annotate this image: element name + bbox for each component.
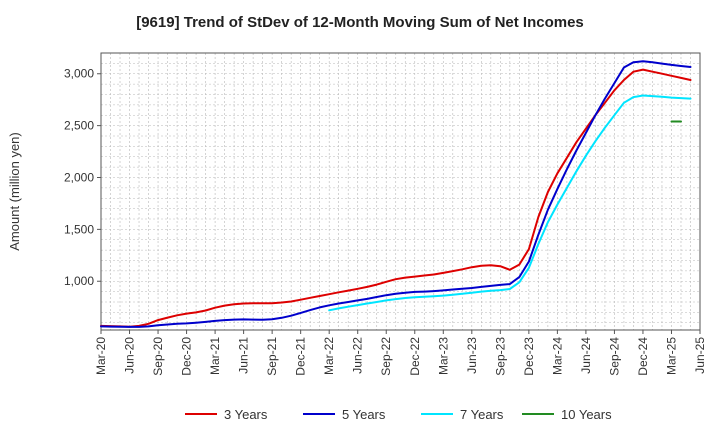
y-tick-label: 1,000 [64, 274, 94, 288]
x-tick-label: Dec-22 [408, 337, 422, 376]
plot-border [100, 52, 701, 331]
legend-label: 7 Years [460, 407, 504, 422]
x-tick-label: Jun-23 [465, 337, 479, 374]
y-tick-label: 3,000 [64, 67, 94, 81]
x-tick-label: Sep-20 [151, 337, 165, 376]
series-line-5-years [100, 60, 692, 328]
x-tick-label: Jun-22 [351, 337, 365, 374]
x-tick-label: Mar-23 [436, 337, 450, 375]
x-tick-label: Mar-20 [94, 337, 108, 375]
x-tick-label: Sep-21 [265, 337, 279, 376]
x-tick-label: Mar-24 [550, 337, 564, 375]
x-tick-label: Jun-24 [579, 337, 593, 374]
x-tick-label: Jun-25 [693, 337, 707, 374]
legend-label: 10 Years [561, 407, 612, 422]
chart-title: [9619] Trend of StDev of 12-Month Moving… [136, 14, 584, 31]
legend-label: 3 Years [224, 407, 268, 422]
x-tick-label: Mar-25 [664, 337, 678, 375]
x-tick-label: Sep-23 [493, 337, 507, 376]
x-tick-label: Jun-21 [237, 337, 251, 374]
y-axis-title: Amount (million yen) [7, 132, 22, 251]
plot-area [101, 53, 700, 330]
x-tick-label: Dec-21 [294, 337, 308, 376]
y-tick-label: 2,500 [64, 119, 94, 133]
x-tick-label: Sep-24 [607, 337, 621, 376]
series-line-7-years [328, 94, 692, 312]
legend-label: 5 Years [342, 407, 386, 422]
x-tick-label: Sep-22 [379, 337, 393, 376]
x-tick-label: Dec-24 [636, 337, 650, 376]
y-tick-label: 2,000 [64, 170, 94, 184]
x-tick-label: Mar-21 [208, 337, 222, 375]
x-tick-label: Dec-23 [522, 337, 536, 376]
x-tick-label: Jun-20 [123, 337, 137, 374]
x-tick-label: Dec-20 [180, 337, 194, 376]
x-tick-label: Mar-22 [322, 337, 336, 375]
y-tick-label: 1,500 [64, 222, 94, 236]
